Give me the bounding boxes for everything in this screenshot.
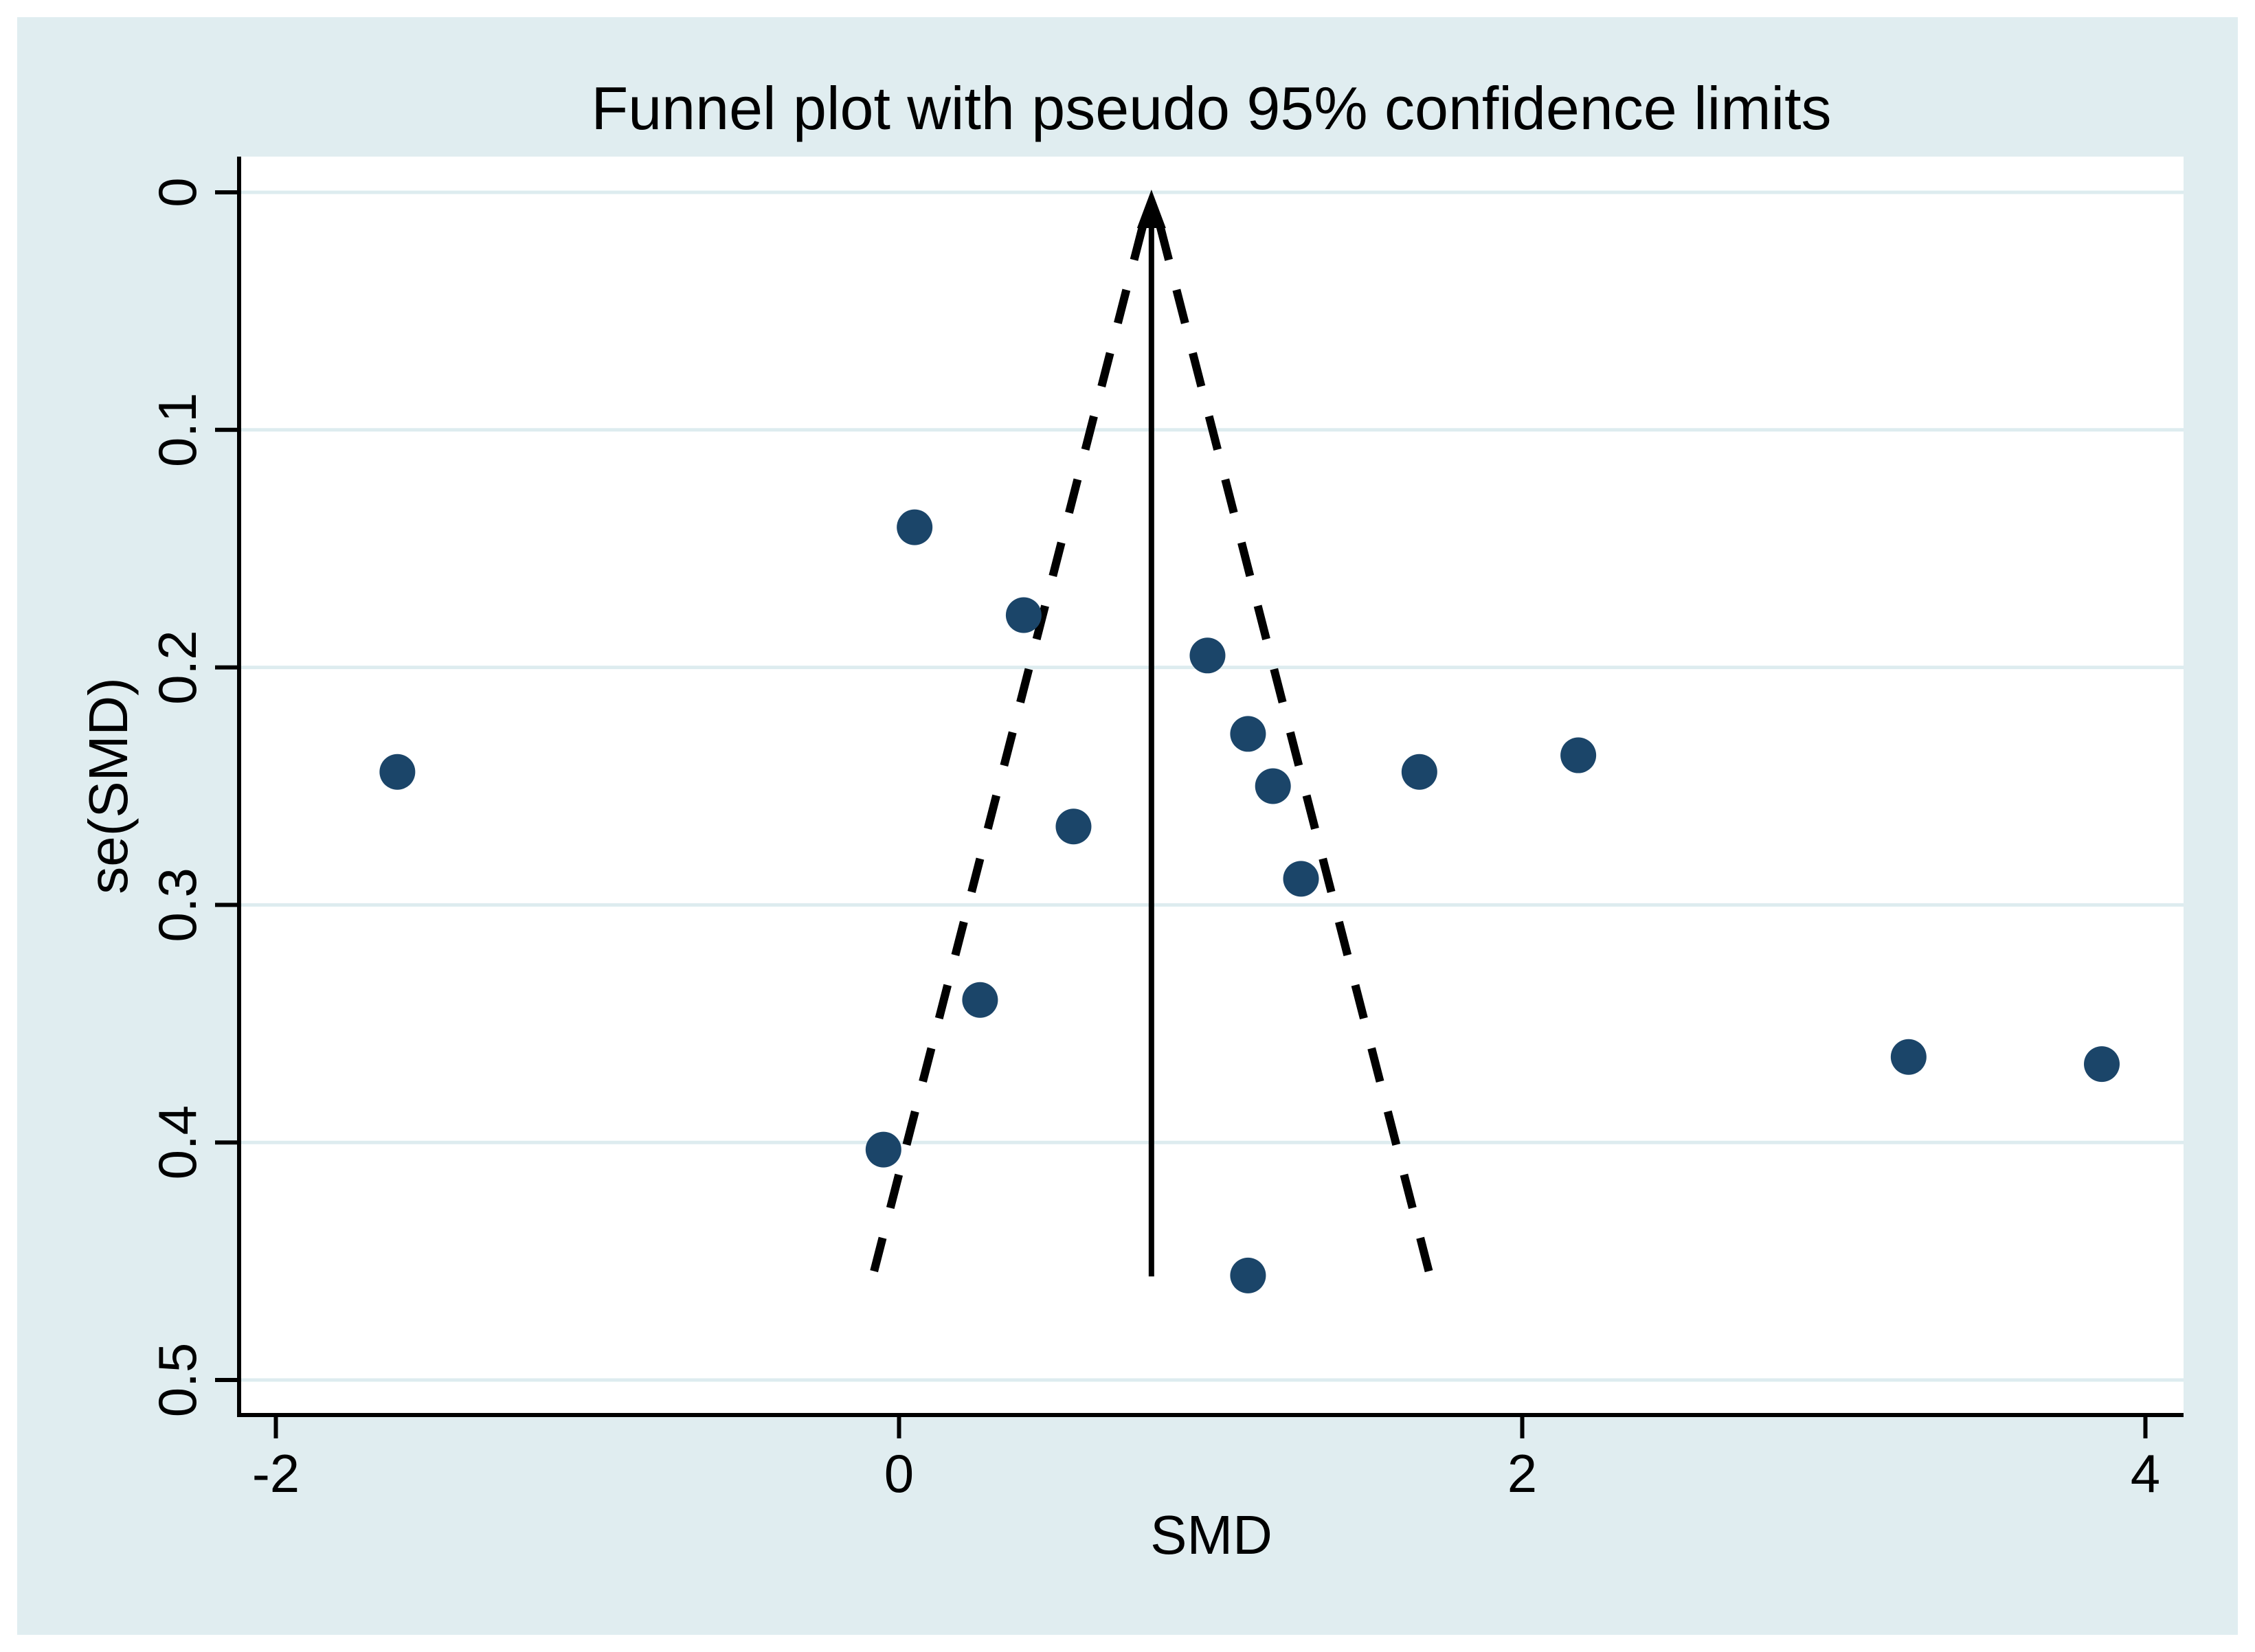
x-tick-label: 4 (2131, 1443, 2160, 1504)
x-tick-label: 2 (1507, 1443, 1537, 1504)
y-tick-label: 0 (147, 177, 207, 207)
x-axis-title: SMD (1150, 1504, 1272, 1565)
data-point (962, 982, 998, 1018)
data-points (379, 509, 2120, 1293)
data-point (2084, 1046, 2120, 1083)
funnel-limit-right (1156, 225, 1436, 1284)
y-tick-label: 0.5 (147, 1343, 207, 1417)
data-point (1560, 737, 1597, 773)
x-axis-ticks: -2 0 2 4 (252, 1415, 2160, 1504)
data-point (897, 509, 933, 545)
data-point (1189, 637, 1226, 674)
y-tick-label: 0.3 (147, 868, 207, 942)
data-point (379, 754, 416, 790)
x-tick-label: -2 (252, 1443, 300, 1504)
data-point (1230, 716, 1266, 752)
funnel-arrowhead-icon (1136, 190, 1166, 228)
data-point (1005, 597, 1042, 633)
y-tick-label: 0.2 (147, 630, 207, 704)
plot-area-background (239, 157, 2184, 1415)
y-axis-title: se(SMD) (78, 677, 139, 894)
funnel-lines (867, 190, 1436, 1284)
data-point (1230, 1257, 1266, 1293)
data-point (1890, 1039, 1927, 1075)
data-point (1055, 808, 1092, 845)
data-point (1401, 754, 1437, 790)
data-point (1283, 861, 1319, 897)
y-tick-label: 0.4 (147, 1105, 207, 1179)
funnel-limit-left (867, 225, 1147, 1284)
y-axis-ticks: 0 0.1 0.2 0.3 0.4 0.5 (147, 177, 239, 1417)
data-point (865, 1131, 901, 1168)
x-tick-label: 0 (884, 1443, 914, 1504)
data-point (1255, 768, 1291, 804)
y-tick-label: 0.1 (147, 393, 207, 467)
axes (237, 157, 2184, 1417)
chart-title: Funnel plot with pseudo 95% confidence l… (591, 74, 1831, 142)
